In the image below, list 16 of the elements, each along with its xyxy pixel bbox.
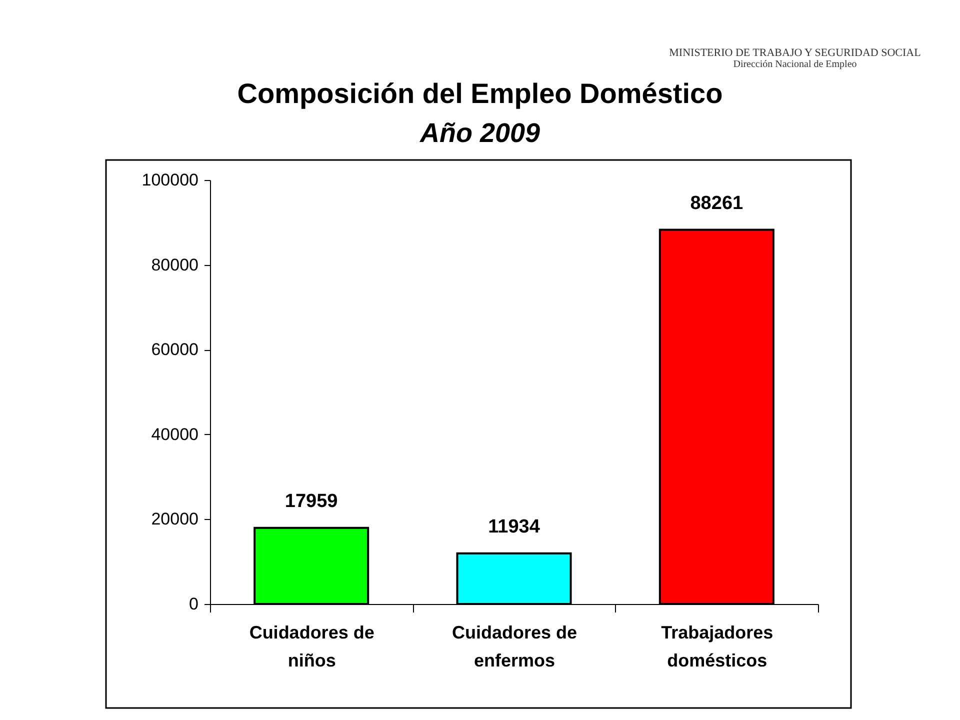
- y-tick-label: 80000: [151, 255, 198, 274]
- text: Dirección Nacional de Empleo: [733, 59, 857, 70]
- x-tick-label: Trabajadores domésticos: [661, 622, 774, 670]
- y-tick-label: 0: [189, 594, 198, 614]
- y-tick-label: 40000: [151, 424, 198, 444]
- text: MINISTERIO DE TRABAJO Y SEGURIDAD SOCIAL: [669, 47, 922, 59]
- chart-subtitle: Año 2009: [418, 118, 540, 148]
- chart-title: Composición del Empleo Doméstico: [237, 78, 723, 109]
- y-tick-label: 100000: [142, 170, 198, 190]
- x-tick-label: Cuidadores de niños: [249, 622, 374, 670]
- data-label: 88261: [690, 192, 744, 214]
- data-label: 11934: [488, 516, 540, 538]
- x-tick-label: Cuidadores de enfermos: [452, 622, 578, 670]
- y-tick-label: 20000: [151, 510, 198, 529]
- data-label: 17959: [284, 490, 338, 512]
- y-tick-label: 60000: [151, 340, 198, 360]
